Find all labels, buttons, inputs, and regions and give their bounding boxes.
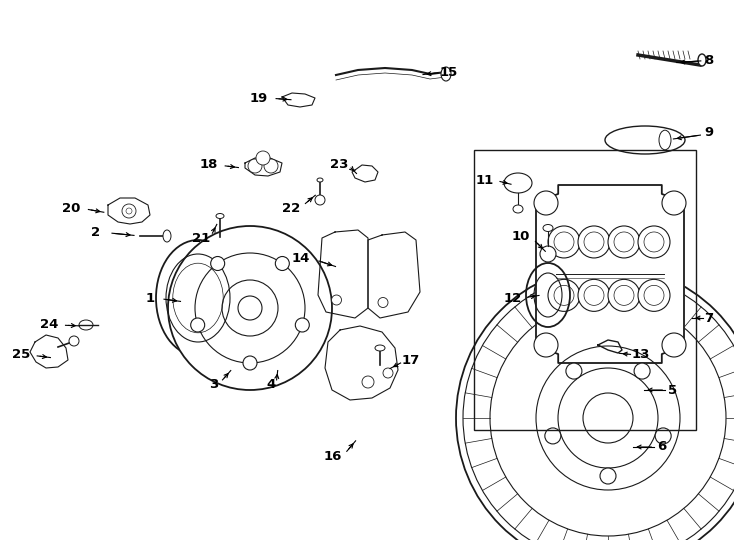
Text: 16: 16 [324, 450, 342, 463]
Polygon shape [368, 232, 420, 318]
Text: 24: 24 [40, 319, 58, 332]
Text: 20: 20 [62, 201, 80, 214]
Text: 17: 17 [402, 354, 421, 367]
Circle shape [332, 295, 341, 305]
Circle shape [122, 204, 136, 218]
Text: 1: 1 [146, 292, 155, 305]
Ellipse shape [659, 130, 671, 150]
Circle shape [295, 318, 309, 332]
Polygon shape [536, 185, 684, 363]
Circle shape [534, 191, 558, 215]
Text: 4: 4 [266, 379, 276, 392]
Ellipse shape [543, 225, 553, 232]
Circle shape [600, 468, 616, 484]
Text: 19: 19 [250, 91, 268, 105]
Circle shape [578, 279, 610, 312]
Circle shape [662, 333, 686, 357]
Circle shape [69, 336, 79, 346]
Circle shape [534, 333, 558, 357]
Polygon shape [108, 198, 150, 224]
Polygon shape [30, 335, 68, 368]
Circle shape [362, 376, 374, 388]
Ellipse shape [513, 205, 523, 213]
Ellipse shape [605, 126, 685, 154]
Ellipse shape [156, 240, 240, 356]
Text: 11: 11 [476, 173, 494, 186]
Circle shape [536, 346, 680, 490]
Bar [474, 150, 696, 430]
Ellipse shape [317, 178, 323, 182]
Circle shape [578, 226, 610, 258]
Text: 23: 23 [330, 159, 348, 172]
Text: 21: 21 [192, 232, 210, 245]
Circle shape [264, 159, 278, 173]
Circle shape [540, 246, 556, 262]
Text: 5: 5 [668, 383, 677, 396]
Text: 3: 3 [208, 379, 218, 392]
Polygon shape [282, 93, 315, 107]
Text: 2: 2 [91, 226, 100, 239]
Circle shape [608, 279, 640, 312]
Polygon shape [318, 230, 368, 318]
Ellipse shape [698, 54, 706, 66]
Circle shape [275, 256, 289, 271]
Text: 15: 15 [440, 65, 458, 78]
Ellipse shape [163, 230, 171, 242]
Circle shape [211, 256, 225, 271]
Circle shape [566, 363, 582, 379]
Circle shape [634, 363, 650, 379]
Circle shape [608, 226, 640, 258]
Text: 10: 10 [512, 230, 530, 242]
Polygon shape [245, 158, 282, 176]
Circle shape [655, 428, 671, 444]
Circle shape [545, 428, 561, 444]
Polygon shape [352, 165, 378, 182]
Circle shape [248, 159, 262, 173]
Ellipse shape [441, 67, 451, 81]
Text: 9: 9 [704, 126, 713, 139]
Text: 18: 18 [200, 159, 218, 172]
Polygon shape [325, 326, 398, 400]
Circle shape [243, 356, 257, 370]
Ellipse shape [79, 320, 93, 330]
Ellipse shape [375, 345, 385, 351]
Text: 12: 12 [504, 292, 522, 305]
Text: 13: 13 [632, 348, 650, 361]
Circle shape [238, 296, 262, 320]
Circle shape [383, 368, 393, 378]
Ellipse shape [504, 173, 532, 193]
Circle shape [548, 226, 580, 258]
Circle shape [638, 279, 670, 312]
Polygon shape [215, 263, 300, 362]
Text: 22: 22 [282, 201, 300, 214]
Ellipse shape [216, 213, 224, 219]
Text: 14: 14 [291, 252, 310, 265]
Text: 8: 8 [704, 53, 713, 66]
Circle shape [638, 226, 670, 258]
Circle shape [315, 195, 325, 205]
Circle shape [256, 151, 270, 165]
Text: 6: 6 [657, 441, 666, 454]
Circle shape [548, 279, 580, 312]
Circle shape [583, 393, 633, 443]
Circle shape [168, 226, 332, 390]
Text: 25: 25 [12, 348, 30, 361]
Circle shape [191, 318, 205, 332]
Circle shape [662, 191, 686, 215]
Text: 7: 7 [704, 312, 713, 325]
Circle shape [378, 298, 388, 307]
